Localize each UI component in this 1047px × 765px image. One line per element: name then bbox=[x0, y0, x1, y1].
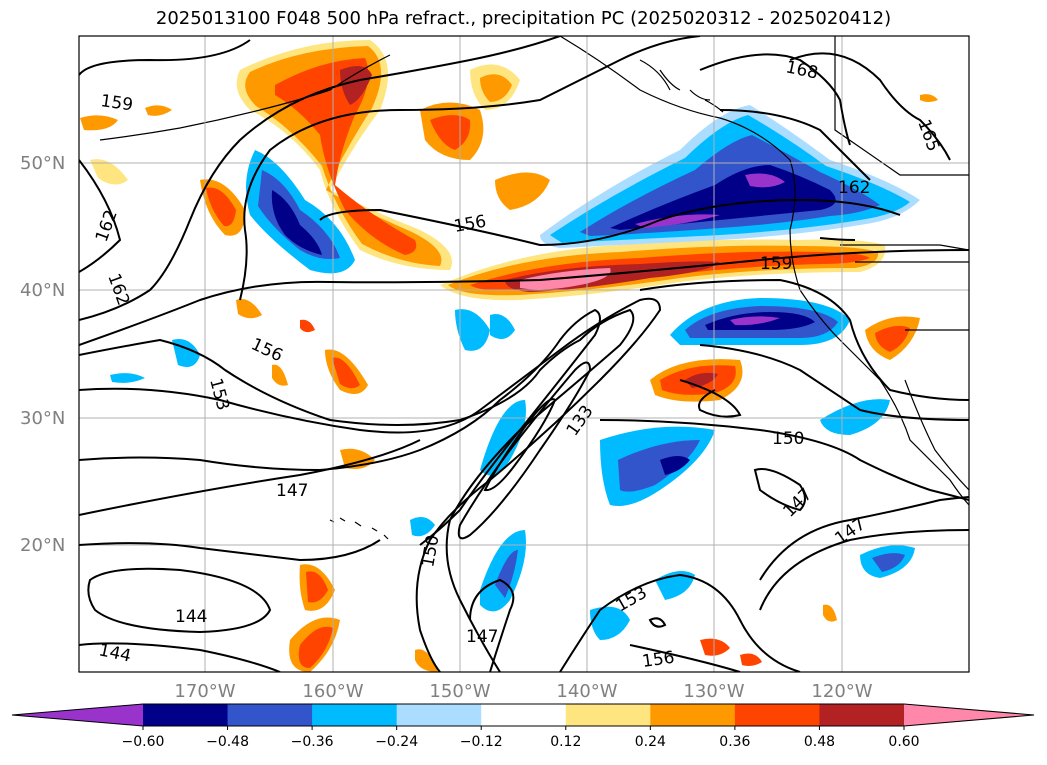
precip-shading bbox=[80, 40, 938, 672]
lon-label: 160°W bbox=[302, 681, 363, 702]
lon-label: 120°W bbox=[811, 681, 872, 702]
colorbar-segment bbox=[227, 704, 313, 726]
colorbar-tick-label: −0.36 bbox=[291, 734, 334, 750]
lat-label: 30°N bbox=[20, 408, 65, 429]
contour-label: 144 bbox=[175, 607, 207, 627]
contour-label: 156 bbox=[641, 648, 676, 672]
colorbar-segment bbox=[819, 704, 905, 726]
lon-label: 170°W bbox=[174, 681, 235, 702]
contour-label: 162 bbox=[838, 178, 870, 198]
map-area: 159 162 162 156 153 147 144 144 156 150 … bbox=[79, 36, 969, 672]
map-title: 2025013100 F048 500 hPa refract., precip… bbox=[155, 8, 892, 29]
colorbar-segment bbox=[650, 704, 736, 726]
colorbar-extend-low bbox=[12, 704, 143, 726]
colorbar-segment bbox=[734, 704, 820, 726]
colorbar-tick-label: −0.24 bbox=[375, 734, 418, 750]
colorbar-segment bbox=[565, 704, 651, 726]
colorbar-tick-label: 0.48 bbox=[804, 734, 835, 750]
coastlines bbox=[99, 36, 969, 540]
colorbar-segment bbox=[396, 704, 482, 726]
contour-label: 159 bbox=[760, 254, 792, 274]
contour-label: 147 bbox=[466, 627, 498, 647]
colorbar-tick-label: −0.60 bbox=[122, 734, 165, 750]
lon-label: 140°W bbox=[556, 681, 617, 702]
map-frame bbox=[78, 35, 970, 673]
colorbar-segment bbox=[312, 704, 398, 726]
lat-label: 40°N bbox=[20, 280, 65, 301]
latitude-labels: 50°N 40°N 30°N 20°N bbox=[20, 153, 65, 556]
contour-label: 159 bbox=[99, 91, 134, 115]
lat-label: 20°N bbox=[20, 535, 65, 556]
colorbar-tick-label: 0.24 bbox=[635, 734, 666, 750]
lon-label: 130°W bbox=[683, 681, 744, 702]
gridlines bbox=[79, 36, 969, 672]
lat-label: 50°N bbox=[20, 153, 65, 174]
contour-label: 150 bbox=[772, 429, 804, 449]
longitude-labels: 170°W 160°W 150°W 140°W 130°W 120°W bbox=[174, 681, 872, 702]
colorbar: −0.60 −0.48 −0.36 −0.24 −0.12 0.12 0.24 0.36 0.4… bbox=[11, 703, 1035, 750]
colorbar-tick-label: 0.60 bbox=[888, 734, 919, 750]
contour-label: 147 bbox=[276, 481, 308, 501]
lon-label: 150°W bbox=[429, 681, 490, 702]
colorbar-extend-high bbox=[904, 704, 1034, 726]
colorbar-segment bbox=[143, 704, 229, 726]
colorbar-tick-label: −0.12 bbox=[460, 734, 503, 750]
colorbar-tick-label: 0.12 bbox=[550, 734, 581, 750]
colorbar-tick-label: −0.48 bbox=[206, 734, 249, 750]
height-contours bbox=[79, 36, 969, 672]
colorbar-segment bbox=[481, 704, 567, 726]
colorbar-tick-label: 0.36 bbox=[719, 734, 750, 750]
